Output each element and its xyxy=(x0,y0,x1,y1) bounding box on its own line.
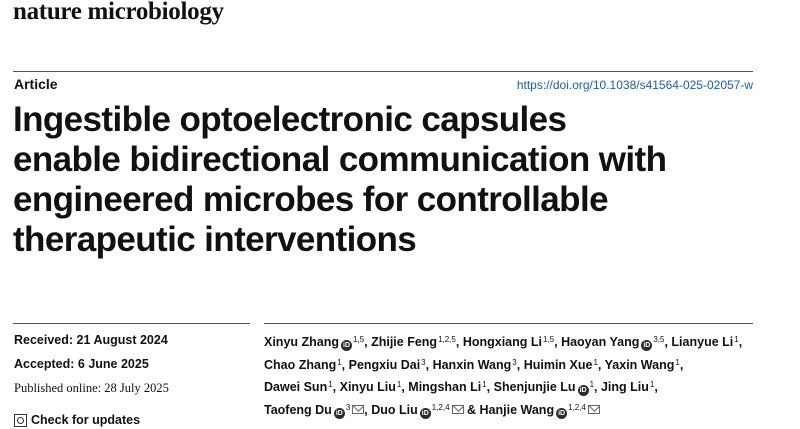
author-name-text: Hanjie Wang xyxy=(479,402,555,417)
author-name-text: Dawei Sun xyxy=(264,380,328,394)
title-line: engineered microbes for controllable xyxy=(13,180,609,219)
affiliation-superscript: 1 xyxy=(396,380,402,389)
article-type: Article xyxy=(14,76,58,92)
author-name-text: Lianyue Li xyxy=(671,335,734,349)
author-name-text: Huimin Xue xyxy=(523,357,593,372)
affiliation-superscript: 1,2,5 xyxy=(438,335,456,344)
author-name[interactable]: Yaxin Wang1 xyxy=(605,358,680,372)
journal-name[interactable]: nature microbiology xyxy=(13,0,224,25)
header-rule xyxy=(13,71,753,72)
email-icon[interactable] xyxy=(451,404,464,414)
check-updates-label: Check for updates xyxy=(31,413,141,427)
author-name-text: Pengxiu Dai xyxy=(348,357,421,372)
orcid-icon[interactable]: iD xyxy=(341,340,352,351)
author-name-text: Hongxiang Li xyxy=(462,335,542,349)
author-name-text: Jing Liu xyxy=(600,380,649,394)
accepted-date: Accepted: 6 June 2025 xyxy=(14,357,149,371)
affiliation-superscript: 1,5 xyxy=(542,335,555,344)
affiliation-superscript: 1,2,4 xyxy=(431,402,450,412)
author-name[interactable]: Shenjunjie Lu iD1 xyxy=(493,380,595,396)
author-name[interactable]: Taofeng Du iD3 xyxy=(264,402,365,419)
published-date: Published online: 28 July 2025 xyxy=(14,381,169,395)
authors-rule xyxy=(264,323,753,324)
affiliation-superscript: 1 xyxy=(649,380,655,389)
author-name-text: Xinyu Liu xyxy=(339,380,396,394)
affiliation-superscript: 3,5 xyxy=(653,335,665,344)
email-icon[interactable] xyxy=(352,404,365,414)
author-name[interactable]: Huimin Xue1 xyxy=(524,358,598,372)
author-name[interactable]: Pengxiu Dai3 xyxy=(349,358,426,372)
title-line: therapeutic interventions xyxy=(13,220,417,259)
author-name-text: Shenjunjie Lu xyxy=(493,380,576,394)
title-line: Ingestible optoelectronic capsules xyxy=(13,100,567,139)
affiliation-superscript: 3 xyxy=(345,402,351,412)
author-name[interactable]: Zhijie Feng1,2,5 xyxy=(371,335,456,349)
author-name-text: Duo Liu xyxy=(371,402,418,417)
title-line: enable bidirectional communication with xyxy=(13,140,667,179)
author-name[interactable]: Mingshan Li1 xyxy=(408,380,486,394)
author-name-text: Haoyan Yang xyxy=(561,335,640,349)
author-name[interactable]: Haoyan Yang iD3,5 xyxy=(561,335,665,351)
author-list: Xinyu Zhang iD1,5, Zhijie Feng1,2,5, Hong… xyxy=(264,335,743,419)
affiliation-superscript: 1 xyxy=(734,335,739,344)
author-name[interactable]: Hanxin Wang3 xyxy=(433,358,517,372)
orcid-icon[interactable]: iD xyxy=(641,340,653,351)
affiliation-superscript: 1,2,4 xyxy=(568,402,586,412)
affiliation-superscript: 3 xyxy=(421,357,426,367)
doi-link[interactable]: https://doi.org/10.1038/s41564-025-02057… xyxy=(516,78,753,92)
author-name-text: Taofeng Du xyxy=(264,402,332,417)
author-name[interactable]: Jing Liu1 xyxy=(601,380,654,394)
author-name-text: Mingshan Li xyxy=(408,380,482,394)
orcid-icon[interactable]: iD xyxy=(333,407,345,419)
orcid-icon[interactable]: iD xyxy=(556,407,568,419)
author-name-text: Yaxin Wang xyxy=(604,357,675,372)
article-title: Ingestible optoelectronic capsules enabl… xyxy=(13,100,773,260)
affiliation-superscript: 1 xyxy=(328,380,333,389)
author-name[interactable]: Hanjie Wang iD1,2,4 xyxy=(479,402,600,419)
affiliation-superscript: 1 xyxy=(589,380,595,389)
author-name[interactable]: Dawei Sun1 xyxy=(264,380,333,394)
author-name[interactable]: Xinyu Zhang iD1,5 xyxy=(264,335,365,351)
author-name-text: Chao Zhang xyxy=(264,357,337,372)
affiliation-superscript: 3 xyxy=(512,357,517,367)
affiliation-superscript: 1,5 xyxy=(353,335,365,344)
author-name-text: Xinyu Zhang xyxy=(264,335,339,349)
affiliation-superscript: 1 xyxy=(482,380,487,389)
article-dates: Received: 21 August 2024 Accepted: 6 Jun… xyxy=(14,332,169,404)
received-date: Received: 21 August 2024 xyxy=(14,333,168,347)
author-name-text: Hanxin Wang xyxy=(432,357,512,372)
affiliation-superscript: 1 xyxy=(337,357,342,367)
orcid-icon[interactable]: iD xyxy=(577,385,589,396)
author-name[interactable]: Lianyue Li1 xyxy=(671,335,738,349)
check-for-updates-button[interactable]: Check for updates xyxy=(14,413,140,427)
affiliation-superscript: 1 xyxy=(675,357,680,367)
author-name-text: Zhijie Feng xyxy=(371,335,438,349)
email-icon[interactable] xyxy=(587,404,600,414)
affiliation-superscript: 1 xyxy=(593,357,598,367)
orcid-icon[interactable]: iD xyxy=(419,407,431,419)
author-name[interactable]: Chao Zhang1 xyxy=(264,358,342,372)
author-name[interactable]: Hongxiang Li1,5 xyxy=(463,335,554,349)
dates-rule xyxy=(13,323,250,324)
author-name[interactable]: Xinyu Liu1 xyxy=(340,380,402,394)
check-updates-icon xyxy=(14,413,27,427)
author-name[interactable]: Duo Liu iD1,2,4 xyxy=(371,402,464,419)
